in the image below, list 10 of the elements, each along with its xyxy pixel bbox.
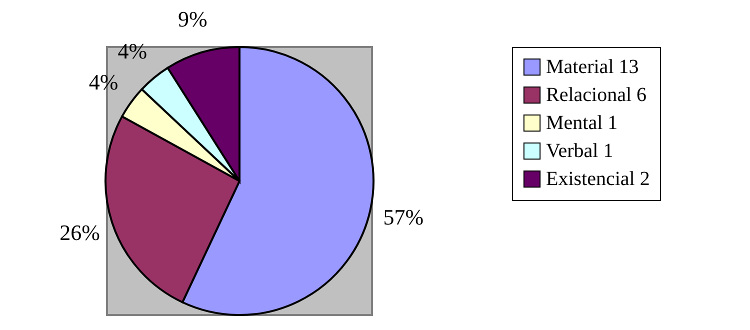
data-label: 57% [383,204,424,230]
legend-label: Existencial 2 [546,168,650,190]
legend-label: Verbal 1 [546,140,614,162]
data-label: 26% [60,220,100,245]
legend-label: Mental 1 [546,112,618,134]
data-label: 9% [178,6,208,32]
legend-label: Relacional 6 [546,84,647,106]
data-label: 4% [88,69,118,94]
legend-label: Material 13 [546,56,639,78]
data-label: 4% [118,38,148,64]
